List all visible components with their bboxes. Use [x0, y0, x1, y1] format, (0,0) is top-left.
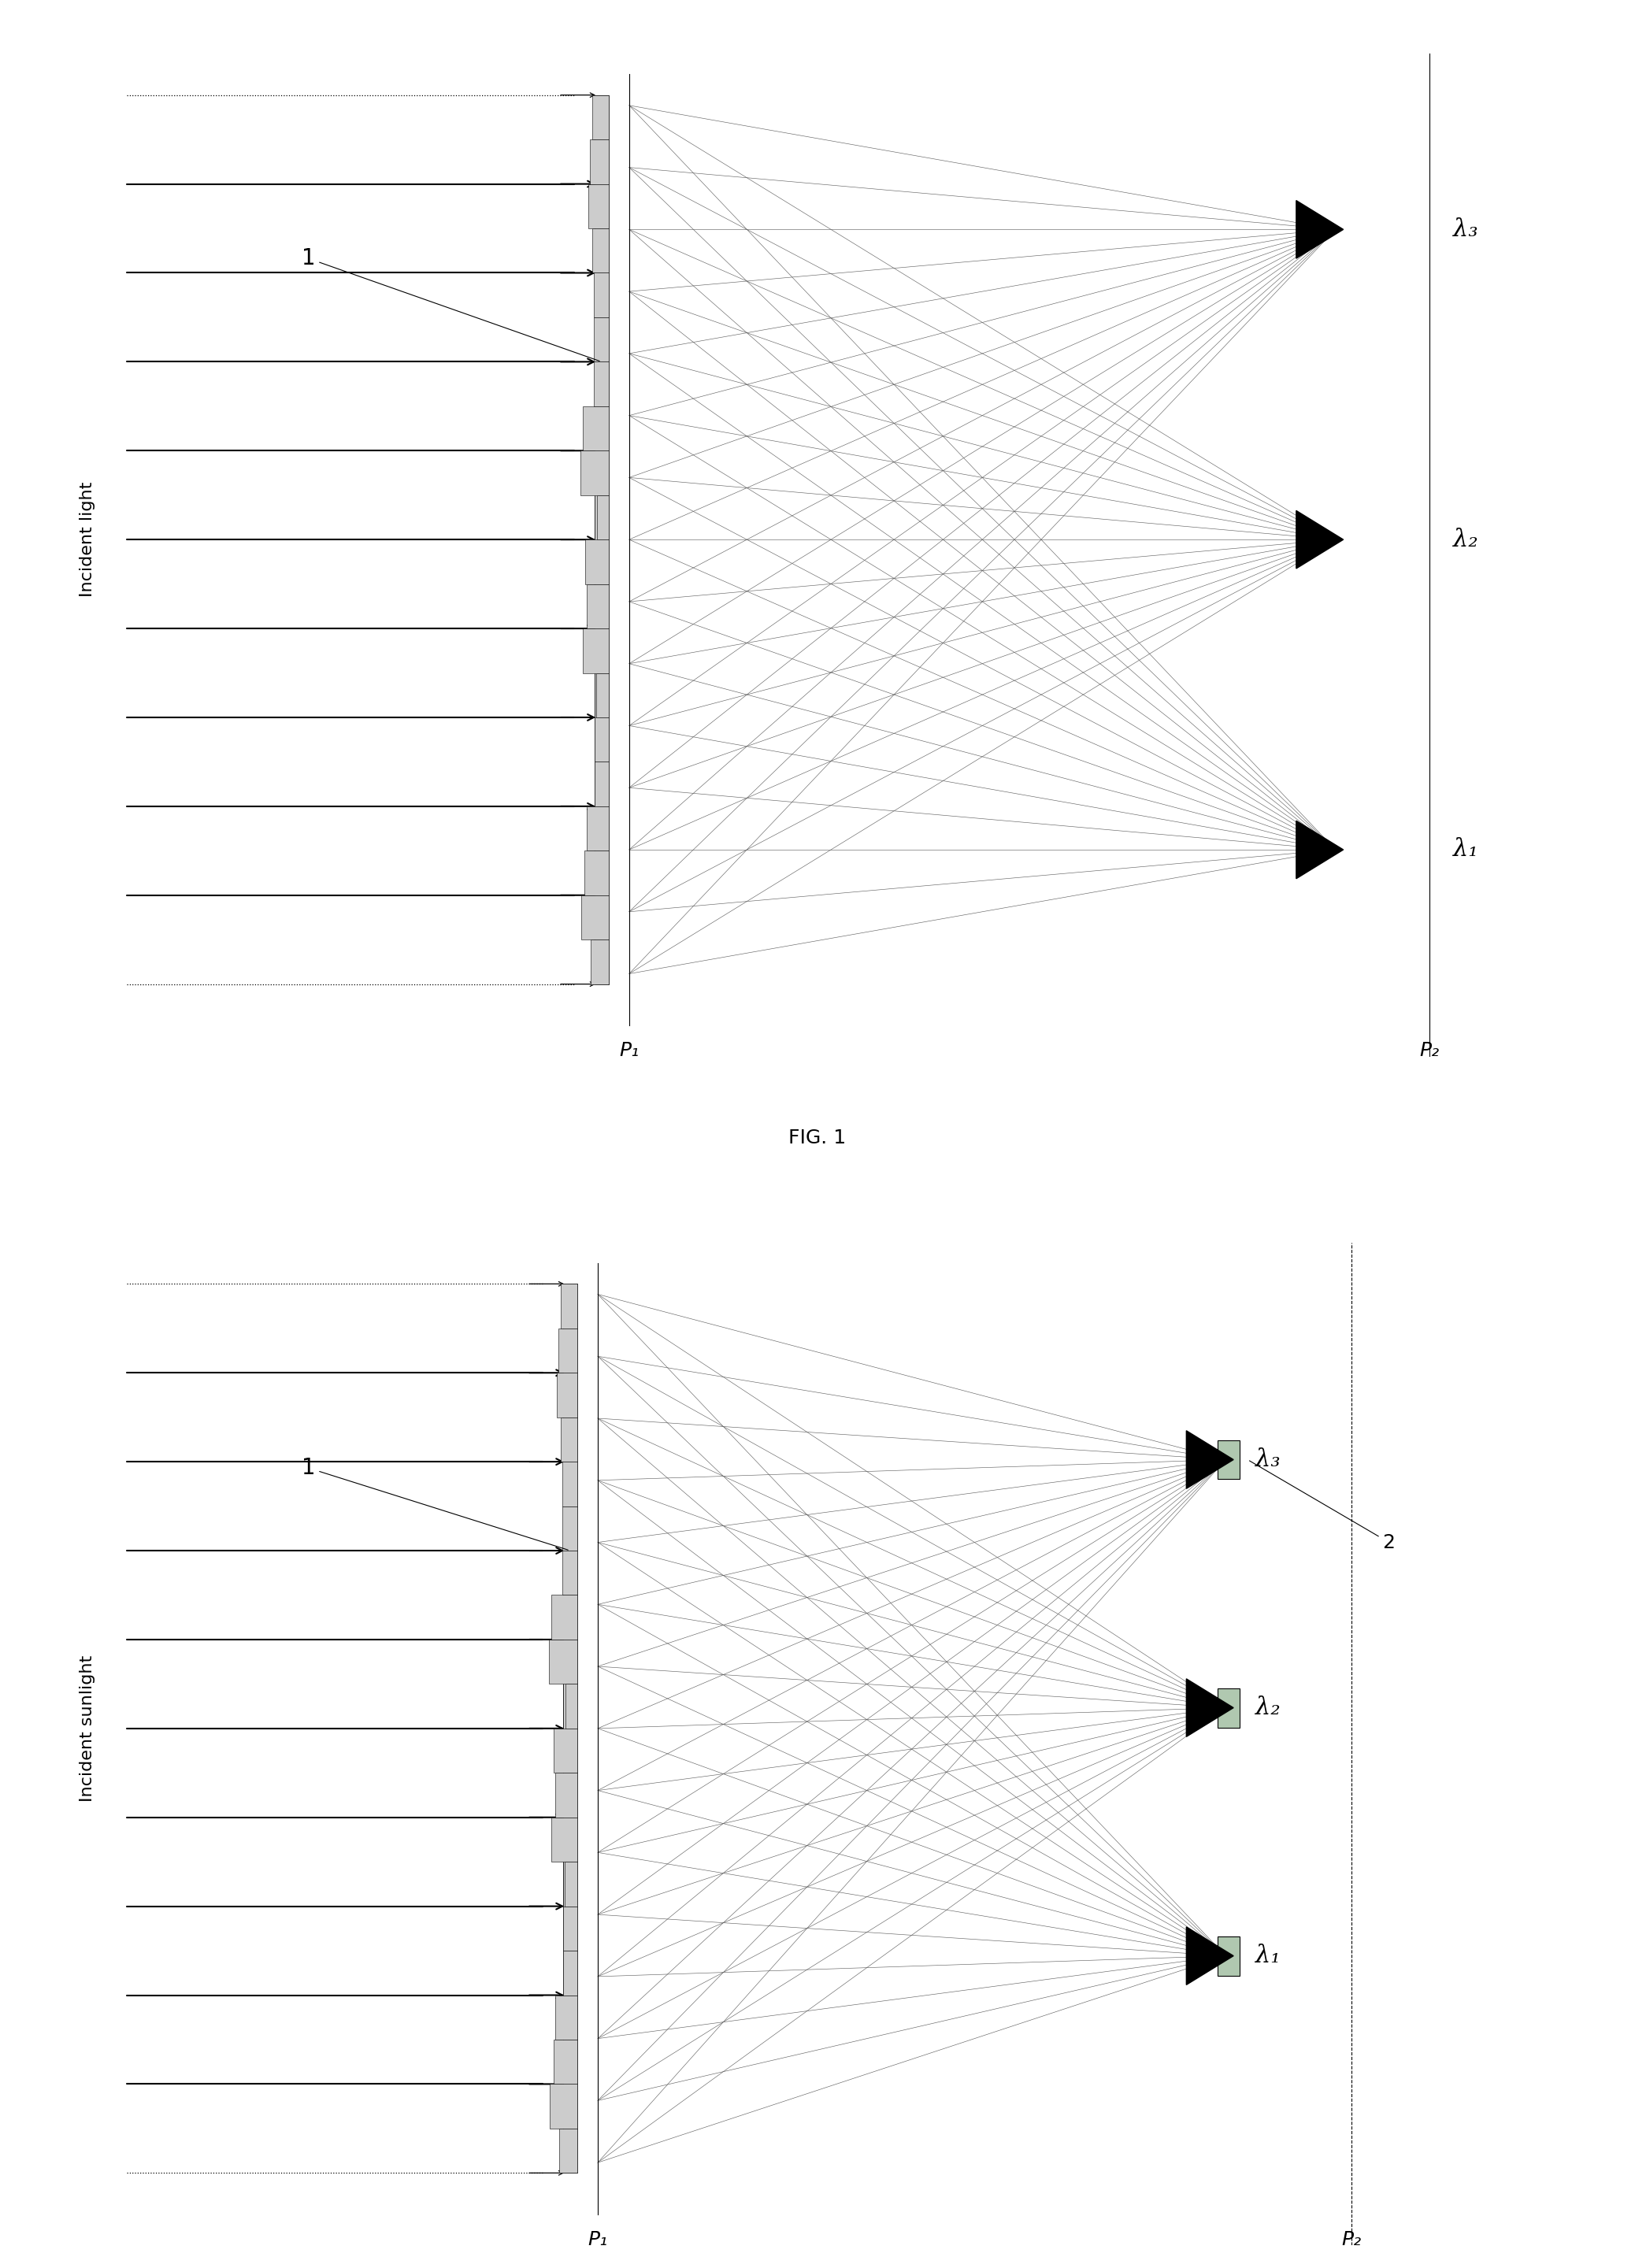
Text: P₁: P₁	[589, 2229, 608, 2248]
Bar	[549, 1640, 577, 1683]
Text: FIG. 1: FIG. 1	[788, 1129, 847, 1148]
Text: λ₃: λ₃	[1454, 218, 1478, 243]
Bar	[556, 1774, 577, 1817]
Bar	[594, 318, 608, 363]
Bar	[559, 2127, 577, 2173]
Bar	[551, 1594, 577, 1640]
Bar	[589, 184, 608, 229]
Bar	[592, 95, 608, 141]
Text: Incident light: Incident light	[80, 481, 95, 596]
Bar	[592, 229, 608, 272]
Bar	[594, 272, 608, 318]
Bar	[587, 807, 608, 850]
Bar	[580, 896, 608, 939]
Text: 2: 2	[1249, 1461, 1395, 1551]
Bar	[597, 494, 608, 540]
Text: λ₂: λ₂	[1454, 528, 1478, 551]
Bar	[594, 363, 608, 406]
Polygon shape	[1297, 200, 1344, 259]
Bar	[1218, 1440, 1239, 1479]
Bar	[562, 1284, 577, 2173]
Bar	[597, 674, 608, 717]
Bar	[582, 628, 608, 674]
Bar	[585, 540, 608, 585]
Bar	[551, 1817, 577, 1862]
Bar	[587, 585, 608, 628]
Bar	[553, 2039, 577, 2084]
Bar	[562, 1461, 577, 1506]
Bar	[559, 1329, 577, 1372]
Bar	[549, 2084, 577, 2127]
Bar	[554, 1728, 577, 1774]
Bar	[561, 1418, 577, 1461]
Bar	[590, 141, 608, 184]
Bar	[584, 406, 608, 451]
Polygon shape	[1187, 1431, 1233, 1488]
Polygon shape	[1187, 1928, 1233, 1984]
Text: P₁: P₁	[620, 1041, 639, 1059]
Text: λ₁: λ₁	[1454, 837, 1478, 862]
Polygon shape	[1297, 510, 1344, 569]
Bar	[595, 95, 608, 984]
Bar	[595, 762, 608, 807]
Text: Incident sunlight: Incident sunlight	[80, 1656, 95, 1801]
Text: 1: 1	[301, 1456, 567, 1549]
Text: P₂: P₂	[1341, 2229, 1360, 2248]
Bar	[562, 1551, 577, 1594]
Text: P₂: P₂	[1419, 1041, 1439, 1059]
Bar	[585, 850, 608, 896]
Text: λ₂: λ₂	[1256, 1696, 1280, 1719]
Polygon shape	[1187, 1678, 1233, 1737]
Bar	[561, 1284, 577, 1329]
Bar	[580, 451, 608, 494]
Bar	[1218, 1687, 1239, 1728]
Bar	[558, 1372, 577, 1418]
Bar	[564, 1862, 577, 1905]
Bar	[556, 1996, 577, 2039]
Bar	[562, 1506, 577, 1551]
Bar	[595, 717, 608, 762]
Text: λ₁: λ₁	[1256, 1944, 1280, 1969]
Bar	[1218, 1937, 1239, 1975]
Text: λ₃: λ₃	[1256, 1447, 1280, 1472]
Polygon shape	[1297, 821, 1344, 878]
Bar	[566, 1683, 577, 1728]
Bar	[562, 1905, 577, 1950]
Text: 1: 1	[301, 247, 600, 361]
Bar	[562, 1950, 577, 1996]
Bar	[590, 939, 608, 984]
